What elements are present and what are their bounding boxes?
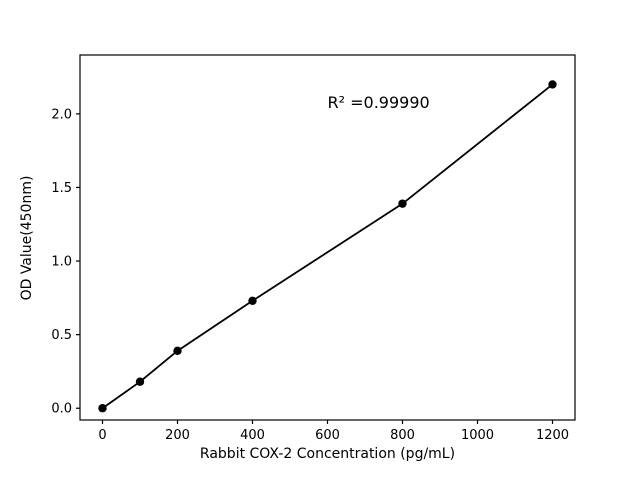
data-point — [548, 80, 557, 89]
x-tick-label: 1000 — [461, 428, 494, 443]
y-tick-label: 1.5 — [51, 181, 72, 196]
data-point — [398, 199, 407, 208]
x-axis-label: Rabbit COX-2 Concentration (pg/mL) — [199, 446, 456, 462]
data-point — [98, 404, 107, 413]
r-squared-annotation: R² =0.99990 — [327, 92, 430, 112]
y-tick-label: 1.0 — [51, 255, 72, 270]
y-tick-label: 2.0 — [51, 107, 72, 122]
data-point — [248, 296, 257, 305]
y-axis-label: OD Value(450nm) — [19, 175, 35, 301]
y-tick-label: 0.5 — [51, 328, 72, 343]
y-tick-label: 0.0 — [51, 402, 72, 417]
fit-line — [101, 83, 554, 410]
x-tick-label: 800 — [390, 428, 415, 443]
x-tick-label: 600 — [315, 428, 340, 443]
x-tick-label: 200 — [165, 428, 190, 443]
data-point — [135, 377, 145, 386]
x-tick-label: 400 — [240, 428, 265, 443]
x-tick-label: 0 — [98, 428, 106, 443]
data-point — [173, 346, 182, 356]
x-tick-label: 1200 — [536, 428, 569, 443]
